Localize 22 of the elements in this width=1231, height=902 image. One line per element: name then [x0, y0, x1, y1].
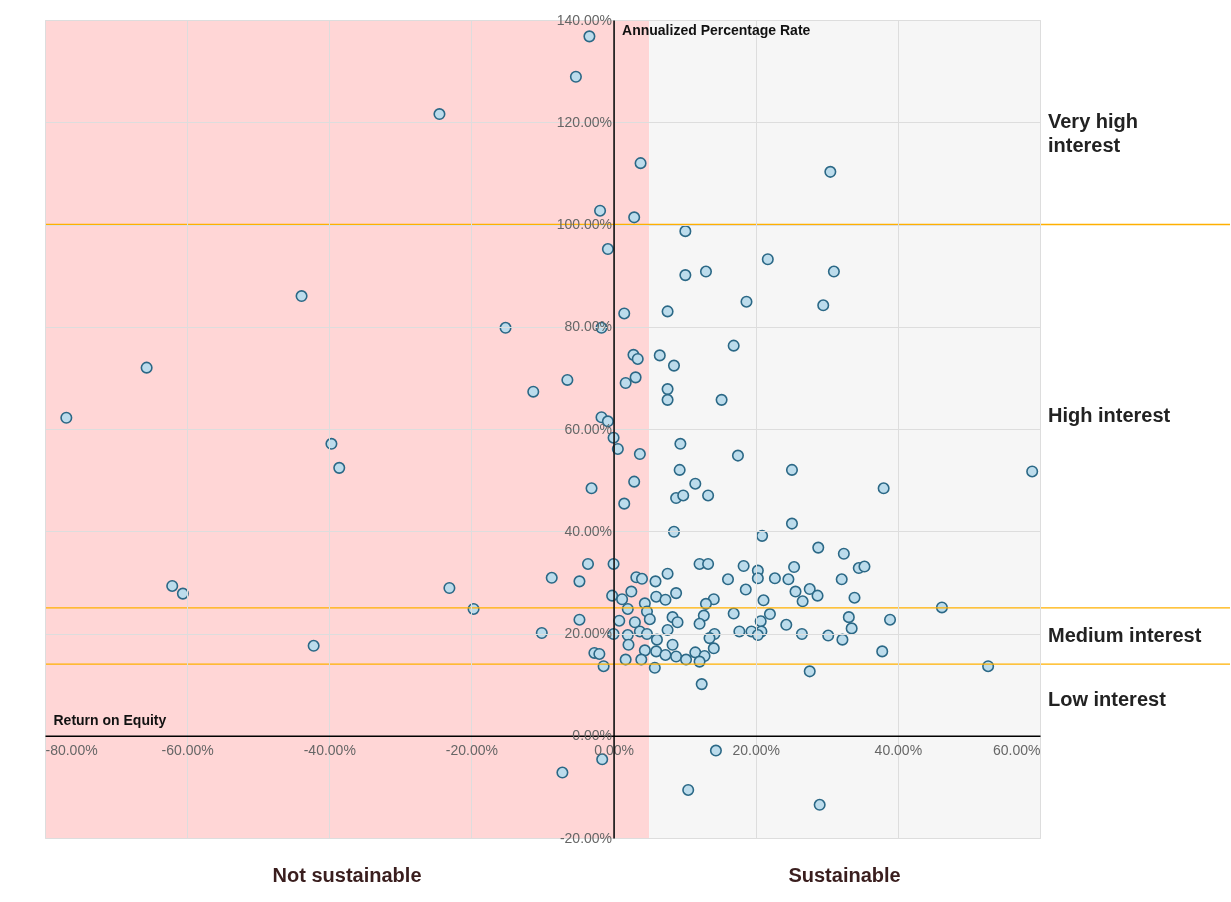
y-tick-label: 60.00%	[564, 420, 613, 437]
band-label: Not sustainable	[272, 864, 422, 886]
x-tick-label: -40.00%	[303, 742, 356, 759]
y-tick-label: 20.00%	[564, 625, 613, 641]
x-tick-label: -60.00%	[161, 742, 214, 759]
x-tick-label: 60.00%	[993, 742, 1041, 759]
y-tick-label: -20.00%	[559, 829, 613, 846]
y-tick-label: 120.00%	[556, 113, 613, 130]
text: Medium interest	[1048, 624, 1202, 647]
text: Very high interest	[1048, 110, 1139, 157]
x-tick-label: -20.00%	[445, 742, 499, 759]
y-tick-label: 40.00%	[564, 522, 613, 539]
x-tick-label: 40.00%	[874, 742, 923, 759]
y-tick-label: 80.00%	[564, 318, 613, 335]
text: High interest	[1048, 404, 1171, 427]
band-label: Sustainable	[788, 864, 901, 886]
x-axis-title: Return on Equity	[53, 712, 167, 729]
x-tick-label: 20.00%	[732, 742, 780, 759]
x-tick-label: -80.00%	[45, 742, 98, 759]
y-axis-title: Annualized Percentage Rate	[622, 21, 811, 38]
y-tick-label: 140.00%	[556, 11, 613, 28]
text: Low interest	[1048, 687, 1167, 710]
